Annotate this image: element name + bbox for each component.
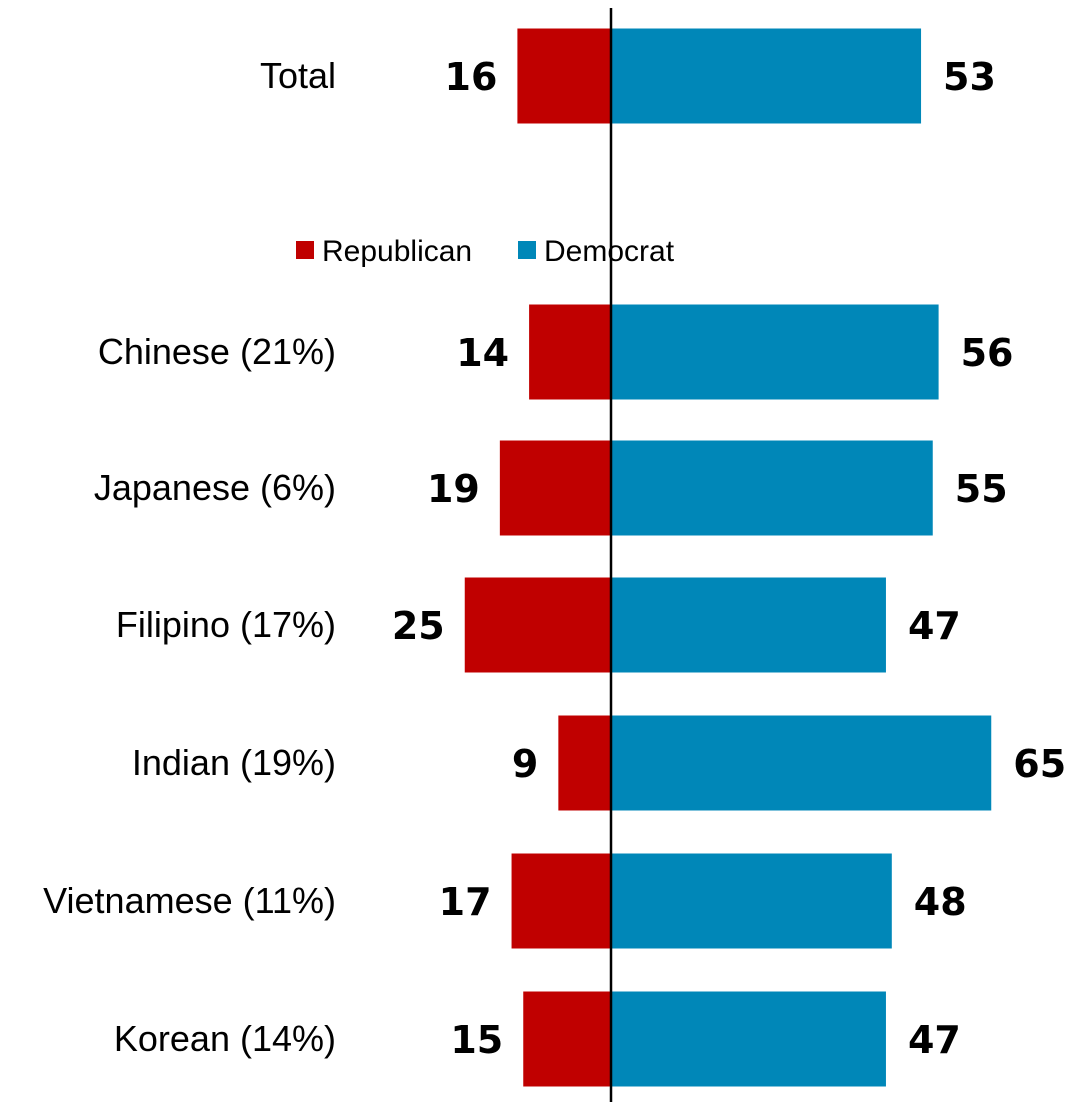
value-label-republican: 14 [456, 331, 509, 375]
legend-swatch-democrat [518, 241, 536, 259]
value-label-democrat: 56 [961, 331, 1014, 375]
bars-layer [464, 28, 992, 1087]
value-label-republican: 19 [427, 467, 480, 511]
legend: Republican Democrat [296, 235, 675, 268]
category-label: Indian (19%) [132, 742, 336, 783]
value-label-republican: 15 [450, 1018, 503, 1062]
bar-democrat [611, 991, 886, 1087]
bar-republican [558, 715, 611, 811]
legend-label-democrat: Democrat [544, 235, 675, 268]
bar-republican [517, 28, 611, 124]
value-label-democrat: 65 [1013, 742, 1066, 786]
value-label-republican: 9 [512, 742, 538, 786]
bar-republican [464, 577, 611, 673]
bar-democrat [611, 28, 922, 124]
bar-democrat [611, 577, 886, 673]
bar-democrat [611, 715, 992, 811]
value-label-democrat: 53 [943, 55, 996, 99]
bar-democrat [611, 853, 892, 949]
bar-democrat [611, 440, 933, 536]
legend-swatch-republican [296, 241, 314, 259]
bar-republican [499, 440, 611, 536]
value-label-democrat: 48 [914, 880, 967, 924]
value-label-democrat: 47 [908, 604, 961, 648]
bar-republican [511, 853, 611, 949]
value-label-democrat: 47 [908, 1018, 961, 1062]
bar-democrat [611, 304, 939, 400]
category-label: Filipino (17%) [116, 604, 336, 645]
bar-republican [529, 304, 611, 400]
legend-label-republican: Republican [322, 235, 472, 268]
value-label-democrat: 55 [955, 467, 1008, 511]
labels-layer: Total 16 53 Chinese (21%) 14 56 Japanese (6%) 1… [43, 55, 1066, 1062]
value-label-republican: 17 [439, 880, 492, 924]
category-label: Chinese (21%) [98, 331, 336, 372]
value-label-republican: 25 [392, 604, 445, 648]
category-label: Korean (14%) [114, 1018, 336, 1059]
category-label: Japanese (6%) [94, 467, 336, 508]
value-label-republican: 16 [445, 55, 498, 99]
category-label: Total [260, 55, 336, 96]
category-label: Vietnamese (11%) [43, 880, 336, 921]
bar-republican [523, 991, 611, 1087]
